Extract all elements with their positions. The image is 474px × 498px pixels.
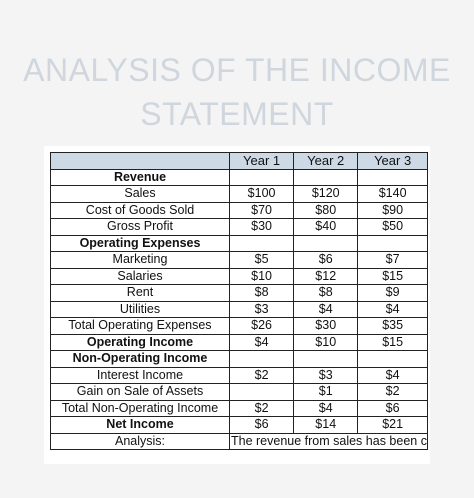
row-gross-profit: Gross Profit $30 $40 $50 [50, 218, 428, 236]
row-label[interactable]: Sales [50, 185, 230, 203]
cell-year-3[interactable]: $15 [357, 267, 428, 285]
title-line-1: ANALYSIS OF THE INCOME [23, 52, 451, 88]
cell-year-3[interactable]: $9 [357, 284, 428, 302]
row-total-non-operating-income: Total Non-Operating Income $2 $4 $6 [50, 399, 428, 417]
cell-year-1[interactable]: $8 [228, 284, 295, 302]
cell-year-1[interactable]: $70 [228, 201, 295, 219]
row-total-operating-expenses: Total Operating Expenses $26 $30 $35 [50, 317, 428, 335]
row-label[interactable]: Net Income [50, 416, 230, 434]
cell-year-2[interactable]: $12 [293, 267, 359, 285]
cell-year-3[interactable]: $140 [357, 185, 428, 203]
cell-year-3[interactable]: $90 [357, 201, 428, 219]
cell-year-2[interactable]: $10 [293, 333, 359, 351]
row-label[interactable]: Cost of Goods Sold [50, 201, 230, 219]
analysis-text[interactable]: The revenue from sales has been c [229, 432, 428, 450]
row-operating-expenses: Operating Expenses [50, 234, 428, 252]
row-gain-on-sale-of-assets: Gain on Sale of Assets $1 $2 [50, 383, 428, 401]
cell-year-1[interactable] [228, 234, 295, 252]
cell-year-1[interactable]: $30 [228, 218, 295, 236]
cell-year-1[interactable] [228, 350, 295, 368]
header-year-1[interactable]: Year 1 [228, 152, 295, 170]
cell-year-2[interactable] [293, 350, 359, 368]
header-year-3[interactable]: Year 3 [357, 152, 428, 170]
cell-year-2[interactable]: $4 [293, 300, 359, 318]
cell-year-1[interactable] [228, 383, 295, 401]
header-label-cell[interactable] [50, 152, 230, 170]
cell-year-1[interactable]: $4 [228, 333, 295, 351]
cell-year-1[interactable]: $2 [228, 399, 295, 417]
cell-year-3[interactable] [357, 350, 428, 368]
cell-year-3[interactable]: $35 [357, 317, 428, 335]
cell-year-2[interactable]: $8 [293, 284, 359, 302]
cell-year-1[interactable] [228, 168, 295, 186]
row-revenue: Revenue [50, 168, 428, 186]
title-line-2: STATEMENT [140, 96, 334, 132]
cell-year-2[interactable]: $30 [293, 317, 359, 335]
header-row: Year 1 Year 2 Year 3 [50, 152, 428, 170]
row-label[interactable]: Operating Expenses [50, 234, 230, 252]
row-cogs: Cost of Goods Sold $70 $80 $90 [50, 201, 428, 219]
analysis-label[interactable]: Analysis: [50, 432, 230, 450]
row-label[interactable]: Revenue [50, 168, 230, 186]
row-analysis: Analysis: The revenue from sales has bee… [50, 432, 428, 450]
row-operating-income: Operating Income $4 $10 $15 [50, 333, 428, 351]
cell-year-1[interactable]: $100 [228, 185, 295, 203]
cell-year-2[interactable]: $3 [293, 366, 359, 384]
row-label[interactable]: Marketing [50, 251, 230, 269]
cell-year-3[interactable]: $50 [357, 218, 428, 236]
cell-year-1[interactable]: $10 [228, 267, 295, 285]
cell-year-3[interactable]: $4 [357, 300, 428, 318]
income-statement-table: Year 1 Year 2 Year 3 Revenue Sales $100 … [50, 152, 428, 450]
row-utilities: Utilities $3 $4 $4 [50, 300, 428, 318]
cell-year-2[interactable]: $1 [293, 383, 359, 401]
header-year-2[interactable]: Year 2 [293, 152, 359, 170]
row-sales: Sales $100 $120 $140 [50, 185, 428, 203]
cell-year-3[interactable]: $2 [357, 383, 428, 401]
cell-year-1[interactable]: $6 [228, 416, 295, 434]
cell-year-1[interactable]: $2 [228, 366, 295, 384]
cell-year-2[interactable]: $6 [293, 251, 359, 269]
cell-year-2[interactable] [293, 168, 359, 186]
row-non-operating-income: Non-Operating Income [50, 350, 428, 368]
cell-year-1[interactable]: $3 [228, 300, 295, 318]
cell-year-3[interactable] [357, 168, 428, 186]
row-label[interactable]: Rent [50, 284, 230, 302]
cell-year-3[interactable]: $4 [357, 366, 428, 384]
cell-year-2[interactable]: $80 [293, 201, 359, 219]
row-interest-income: Interest Income $2 $3 $4 [50, 366, 428, 384]
cell-year-3[interactable]: $21 [357, 416, 428, 434]
spreadsheet: Year 1 Year 2 Year 3 Revenue Sales $100 … [44, 146, 430, 464]
row-label[interactable]: Gain on Sale of Assets [50, 383, 230, 401]
row-label[interactable]: Operating Income [50, 333, 230, 351]
cell-year-1[interactable]: $5 [228, 251, 295, 269]
row-label[interactable]: Total Operating Expenses [50, 317, 230, 335]
cell-year-3[interactable] [357, 234, 428, 252]
row-salaries: Salaries $10 $12 $15 [50, 267, 428, 285]
row-label[interactable]: Interest Income [50, 366, 230, 384]
row-net-income: Net Income $6 $14 $21 [50, 416, 428, 434]
row-label[interactable]: Salaries [50, 267, 230, 285]
row-label[interactable]: Non-Operating Income [50, 350, 230, 368]
cell-year-3[interactable]: $6 [357, 399, 428, 417]
row-label[interactable]: Total Non-Operating Income [50, 399, 230, 417]
cell-year-1[interactable]: $26 [228, 317, 295, 335]
row-marketing: Marketing $5 $6 $7 [50, 251, 428, 269]
page-title: ANALYSIS OF THE INCOME STATEMENT [0, 48, 474, 136]
cell-year-2[interactable]: $4 [293, 399, 359, 417]
row-rent: Rent $8 $8 $9 [50, 284, 428, 302]
row-label[interactable]: Gross Profit [50, 218, 230, 236]
cell-year-2[interactable]: $120 [293, 185, 359, 203]
row-label[interactable]: Utilities [50, 300, 230, 318]
cell-year-2[interactable]: $14 [293, 416, 359, 434]
cell-year-2[interactable]: $40 [293, 218, 359, 236]
cell-year-3[interactable]: $7 [357, 251, 428, 269]
cell-year-3[interactable]: $15 [357, 333, 428, 351]
cell-year-2[interactable] [293, 234, 359, 252]
